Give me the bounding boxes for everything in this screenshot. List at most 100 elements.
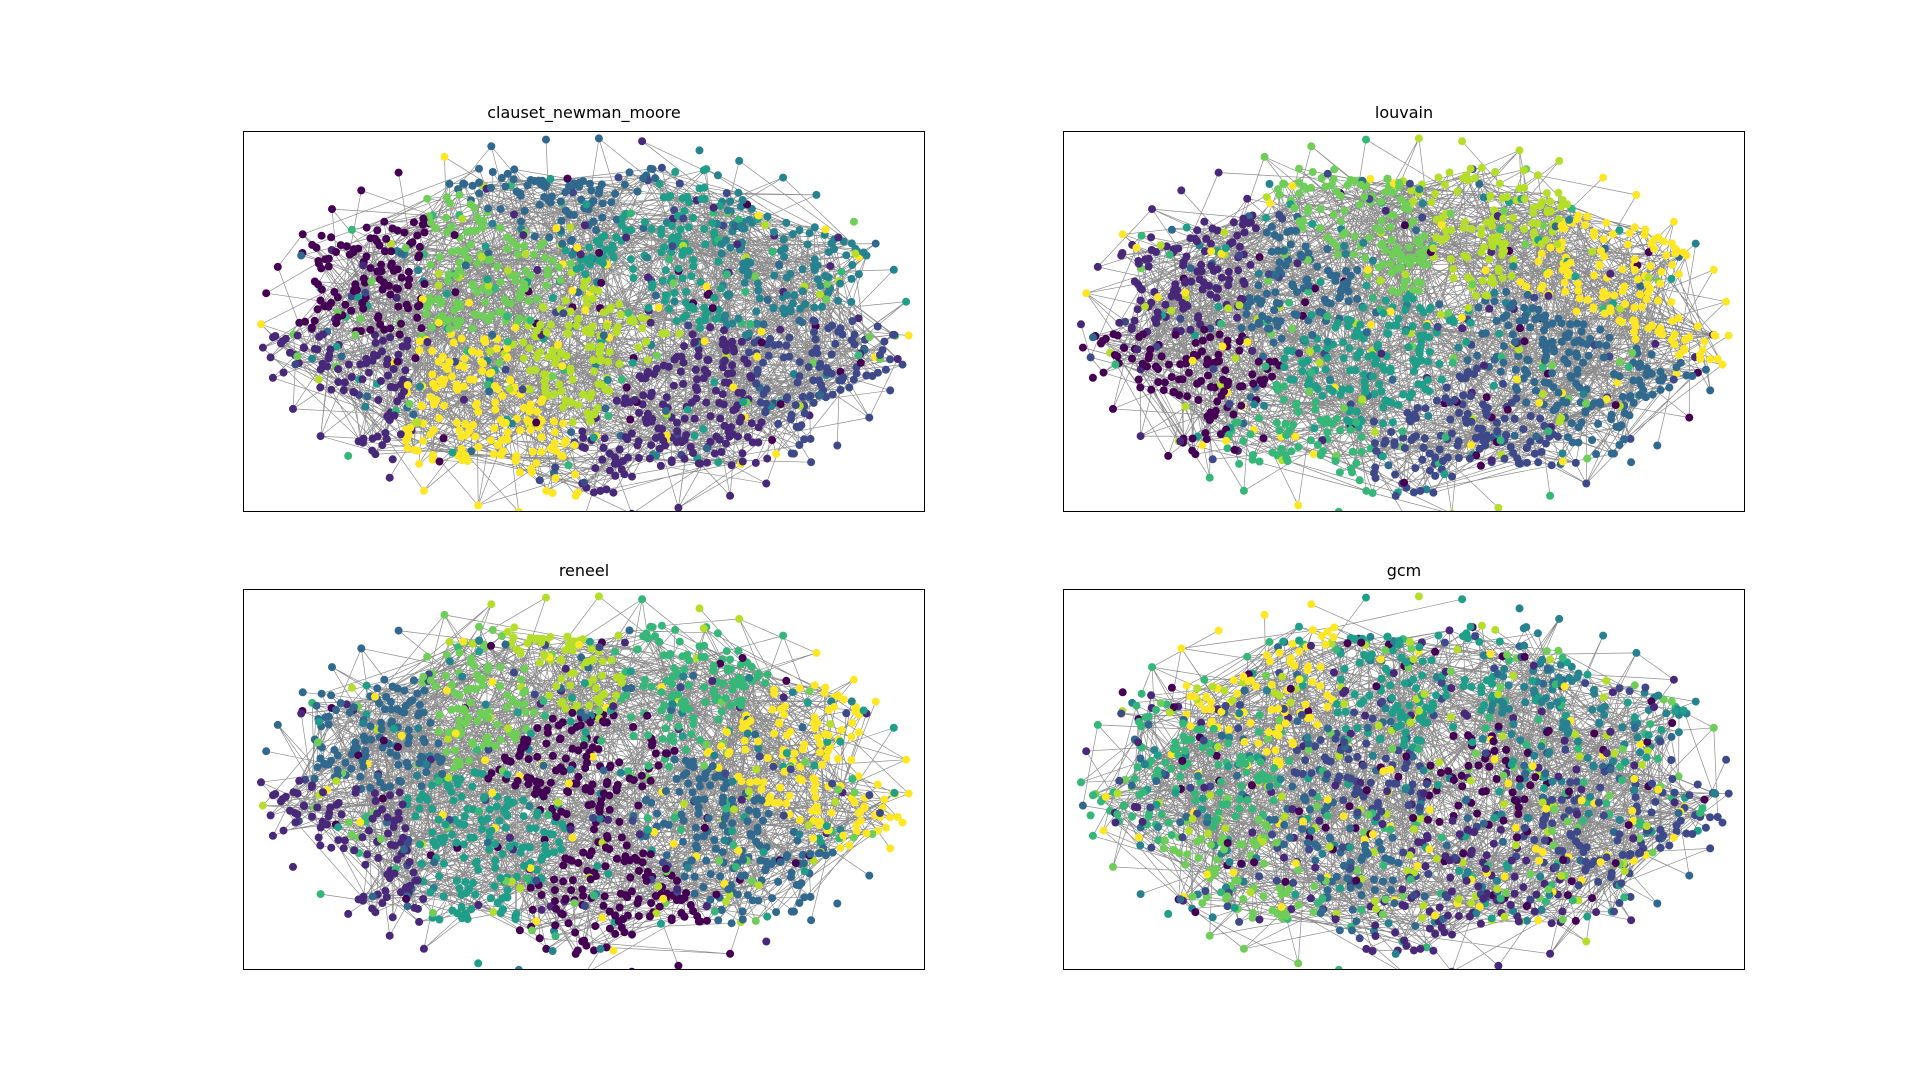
graph-node xyxy=(651,174,660,183)
graph-node xyxy=(1370,848,1379,857)
graph-node xyxy=(511,323,520,332)
graph-node xyxy=(1624,363,1633,372)
graph-node xyxy=(1401,327,1410,336)
graph-node xyxy=(1165,250,1174,259)
graph-node xyxy=(380,675,389,684)
graph-node xyxy=(428,828,437,837)
graph-node xyxy=(1399,283,1408,292)
graph-node xyxy=(339,386,348,395)
graph-node xyxy=(404,304,413,313)
graph-node xyxy=(1531,315,1540,324)
graph-node xyxy=(1254,727,1263,736)
graph-node xyxy=(717,249,726,258)
graph-node xyxy=(716,659,725,668)
graph-node xyxy=(474,865,483,874)
graph-node xyxy=(733,698,742,707)
graph-node xyxy=(328,663,336,672)
graph-node xyxy=(1251,682,1260,691)
graph-edges xyxy=(1080,138,1729,511)
graph-node xyxy=(524,755,533,764)
graph-node xyxy=(1243,652,1252,661)
graph-edges xyxy=(260,596,909,969)
graph-node xyxy=(728,819,737,828)
graph-node xyxy=(643,253,652,262)
graph-node xyxy=(1086,353,1095,362)
graph-node xyxy=(1418,199,1427,208)
graph-node xyxy=(440,401,448,410)
graph-node xyxy=(544,352,553,361)
graph-node xyxy=(655,444,664,453)
graph-node xyxy=(1242,310,1251,319)
graph-node xyxy=(626,667,635,676)
graph-node xyxy=(505,375,514,384)
graph-node xyxy=(570,899,579,908)
graph-node xyxy=(551,932,560,940)
graph-node xyxy=(1111,360,1120,369)
graph-node xyxy=(759,848,768,857)
graph-node xyxy=(893,813,902,821)
graph-node xyxy=(385,931,394,940)
graph-node xyxy=(669,279,678,288)
graph-node xyxy=(1217,273,1226,282)
graph-node xyxy=(1477,230,1486,239)
graph-node xyxy=(298,688,307,697)
graph-node xyxy=(318,359,327,368)
graph-node xyxy=(831,797,840,806)
graph-node xyxy=(465,756,474,765)
graph-node xyxy=(519,338,528,347)
graph-node xyxy=(670,288,679,297)
graph-node xyxy=(415,759,424,768)
graph-node xyxy=(538,395,547,404)
graph-node xyxy=(706,412,715,421)
graph-node xyxy=(1307,142,1316,151)
graph-node xyxy=(734,314,743,323)
graph-node xyxy=(484,249,493,258)
graph-node xyxy=(847,274,856,283)
graph-node xyxy=(734,772,743,781)
graph-node xyxy=(1197,377,1205,385)
graph-node xyxy=(1409,197,1418,206)
graph-node xyxy=(273,720,282,729)
graph-node xyxy=(752,777,761,786)
graph-node xyxy=(324,354,333,363)
graph-node xyxy=(320,302,329,311)
graph-node xyxy=(890,788,899,797)
graph-node xyxy=(1323,428,1332,437)
graph-node xyxy=(568,876,577,885)
graph-node xyxy=(403,336,412,345)
graph-node xyxy=(731,222,740,231)
graph-node xyxy=(788,230,797,239)
graph-node xyxy=(452,757,461,765)
graph-node xyxy=(487,142,496,151)
graph-node xyxy=(525,843,534,852)
graph-node xyxy=(675,329,684,338)
graph-node xyxy=(1136,296,1145,305)
graph-node xyxy=(1599,173,1608,182)
graph-node xyxy=(609,488,618,497)
graph-node xyxy=(1128,354,1136,363)
graph-node xyxy=(387,247,396,256)
graph-node xyxy=(795,830,804,839)
graph-node xyxy=(585,243,594,252)
graph-node xyxy=(442,686,451,695)
graph-node xyxy=(1618,287,1627,296)
graph-node xyxy=(378,743,387,752)
edge-group xyxy=(260,138,909,511)
graph-node xyxy=(714,916,723,925)
graph-node xyxy=(316,890,325,899)
graph-node xyxy=(1418,213,1427,222)
graph-node xyxy=(520,700,529,708)
graph-node xyxy=(1462,418,1471,427)
graph-node xyxy=(1662,709,1671,718)
graph-node xyxy=(1234,266,1243,275)
graph-node xyxy=(633,645,642,654)
graph-node xyxy=(676,825,685,834)
graph-node xyxy=(1606,269,1615,278)
graph-node xyxy=(1515,317,1524,326)
graph-node xyxy=(667,456,676,465)
graph-node xyxy=(350,388,359,397)
graph-node xyxy=(606,303,615,312)
graph-node xyxy=(523,181,532,190)
graph-node xyxy=(460,354,469,363)
graph-node xyxy=(1402,294,1411,303)
